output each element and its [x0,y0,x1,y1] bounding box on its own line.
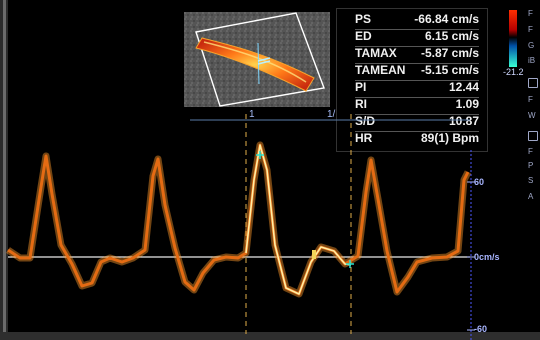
measurement-row: RI 1.09 [355,97,479,115]
measurement-row: TAMEAN -5.15 cm/s [355,63,479,81]
measurement-row: ED 6.15 cm/s [355,29,479,47]
side-menu-label[interactable]: A [528,192,534,201]
measurement-value: 1.09 [455,97,479,111]
measurement-label: HR [355,131,373,145]
measurement-value: 6.15 cm/s [424,29,479,43]
measurement-panel: PS -66.84 cm/s ED 6.15 cm/s TAMAX -5.87 cm/… [336,8,488,152]
side-menu-label[interactable]: F [528,9,533,18]
color-flow-region [195,37,315,92]
left-edge-bar [0,0,8,340]
measurement-value: 12.44 [448,80,479,94]
measurement-label: TAMEAN [355,63,406,77]
velocity-tick-label: 0cm/s [474,252,500,262]
velocity-tick-label: -60 [474,324,488,334]
side-menu-label[interactable]: P [528,161,534,170]
doppler-spectrum [6,141,472,298]
measurement-value: -5.87 cm/s [420,46,479,60]
measurement-label: ED [355,29,372,43]
color-scale-min: -21.2 [503,67,524,77]
traced-envelope[interactable] [245,144,352,295]
bmode-vessel-view [184,12,330,107]
color-box-outline[interactable] [195,12,325,107]
side-panel-icon[interactable] [528,131,538,141]
measurement-value: -66.84 cm/s [414,12,479,26]
cursor-mark: 1 [249,109,255,120]
measurement-row: TAMAX -5.87 cm/s [355,46,479,64]
measurement-value: -5.15 cm/s [420,63,479,77]
bmode-image [184,12,330,107]
bottom-toolbar [0,332,540,340]
side-menu-label[interactable]: iB [528,56,536,65]
cursor-mark: 1/ [327,109,336,120]
side-menu-label[interactable]: S [528,176,534,185]
side-menu-label[interactable]: G [528,41,535,50]
side-menu-label[interactable]: W [528,111,536,120]
side-menu-label[interactable]: F [528,147,533,156]
color-velocity-scale [509,10,517,67]
measurement-label: S/D [355,114,376,128]
measurement-label: PS [355,12,372,26]
measurement-value: 10.87 [448,114,479,128]
measurement-label: PI [355,80,367,94]
measurement-value: 89(1) Bpm [420,131,479,145]
side-panel-icon[interactable] [528,78,538,88]
measurement-row: S/D 10.87 [355,114,479,132]
caliper-markers[interactable] [256,151,354,268]
measurement-label: TAMAX [355,46,397,60]
velocity-tick-label: 60 [474,177,485,187]
measurement-row: PS -66.84 cm/s [355,12,479,30]
measurement-row: HR 89(1) Bpm [355,131,479,148]
side-menu-label[interactable]: F [528,25,533,34]
measurement-row: PI 12.44 [355,80,479,98]
measurement-label: RI [355,97,367,111]
side-menu-label[interactable]: F [528,95,533,104]
